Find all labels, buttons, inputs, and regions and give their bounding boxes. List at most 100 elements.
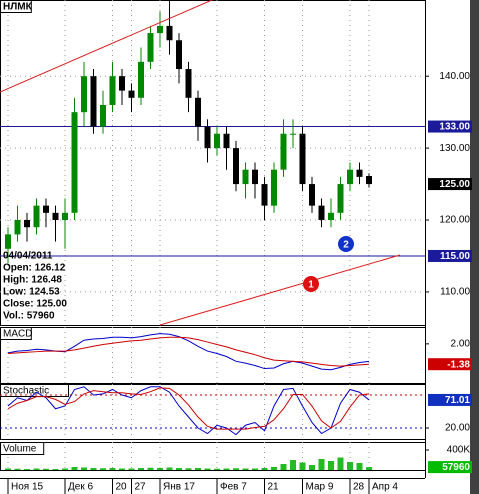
y-tick-label: 120.00 [439, 215, 470, 226]
bar [347, 462, 353, 470]
candle-body [24, 220, 30, 228]
candle-body [119, 76, 125, 91]
bar [119, 468, 125, 470]
panel-title: Volume [3, 444, 37, 455]
series-line [7, 333, 370, 371]
bar [356, 463, 363, 470]
panel-title: Stochastic [3, 386, 49, 397]
bar [14, 468, 21, 470]
level-label: 115.00 [440, 251, 470, 262]
bar [138, 468, 144, 470]
right-edge [470, 0, 479, 494]
bar [280, 464, 287, 470]
candle-body [43, 205, 49, 213]
last-value-box [428, 393, 472, 406]
panel-title-box [0, 384, 69, 397]
bar [185, 468, 192, 470]
bar [5, 468, 11, 470]
bar [223, 468, 230, 470]
y-tick-label: 140.00 [439, 71, 470, 82]
bar [166, 467, 173, 470]
level-label-box [428, 120, 472, 133]
last-value-box [428, 358, 472, 371]
candle-body [62, 212, 68, 221]
bar [157, 468, 163, 470]
candle-body [337, 184, 344, 213]
candle-body [290, 133, 296, 135]
bar [109, 468, 116, 470]
x-tick-label: Ноя 15 [11, 482, 44, 493]
bar [128, 468, 135, 470]
candle-body [100, 104, 106, 127]
bar [100, 468, 106, 470]
x-tick-label: 20 [116, 482, 128, 493]
candle-body [366, 176, 372, 185]
marker [338, 236, 354, 252]
bar [81, 467, 87, 470]
marker-label: 2 [343, 240, 349, 251]
bar [366, 467, 372, 470]
candle-body [271, 169, 277, 206]
x-tick-label: Апр 4 [372, 482, 398, 493]
level-label-box [428, 249, 472, 262]
bar [337, 457, 344, 470]
trend-line [0, 0, 213, 93]
last-value: 71.01 [445, 395, 470, 406]
panel-title: НЛМК [3, 2, 33, 13]
panel-title-box [0, 327, 32, 340]
marker-label: 1 [308, 280, 314, 291]
bar [271, 467, 277, 470]
bar [214, 468, 220, 470]
candle-body [318, 205, 325, 221]
series-line [7, 336, 370, 367]
info-text: 04/04/2011 [3, 251, 53, 262]
bar [52, 469, 59, 470]
last-value-box [428, 461, 472, 474]
y-tick-label: 110.00 [440, 287, 470, 298]
y-tick-label: 20.00 [445, 423, 470, 434]
candle-body [185, 69, 192, 98]
x-tick-label: Фев 7 [220, 482, 247, 493]
bar [309, 465, 315, 470]
panel-title: MACD [3, 329, 32, 340]
x-tick-label: 21 [268, 482, 280, 493]
bar [252, 468, 258, 470]
candle-body [214, 133, 220, 149]
last-value: -1.38 [447, 359, 470, 370]
bar [176, 468, 182, 470]
bar [90, 468, 97, 470]
bar [43, 468, 49, 470]
candle-body [5, 234, 11, 249]
candle-body [204, 126, 211, 149]
candle-body [356, 169, 363, 177]
panel-title-box [0, 0, 32, 13]
candle-body [33, 205, 40, 228]
bar [290, 460, 296, 470]
bar [204, 468, 211, 470]
candle-body [128, 90, 135, 98]
bar [261, 468, 268, 470]
candle-body [147, 33, 154, 62]
bar [62, 468, 68, 470]
candle-body [223, 133, 230, 149]
candle-body [138, 61, 144, 98]
x-tick-label: Дек 6 [68, 482, 93, 493]
candle-body [242, 169, 249, 185]
candle-body [252, 169, 258, 185]
candle-body [195, 97, 201, 127]
candle-body [90, 76, 97, 127]
candle-body [14, 220, 21, 235]
trend-line [159, 254, 401, 326]
bar [233, 468, 239, 470]
series-line [7, 386, 370, 436]
bar [242, 468, 249, 470]
bar [147, 467, 154, 470]
candle-body [157, 25, 163, 34]
x-tick-label: Янв 17 [163, 482, 195, 493]
candle-body [280, 133, 287, 170]
y-tick-label: 400K [447, 445, 471, 456]
candle-body [299, 133, 306, 185]
candle-body [233, 148, 239, 185]
